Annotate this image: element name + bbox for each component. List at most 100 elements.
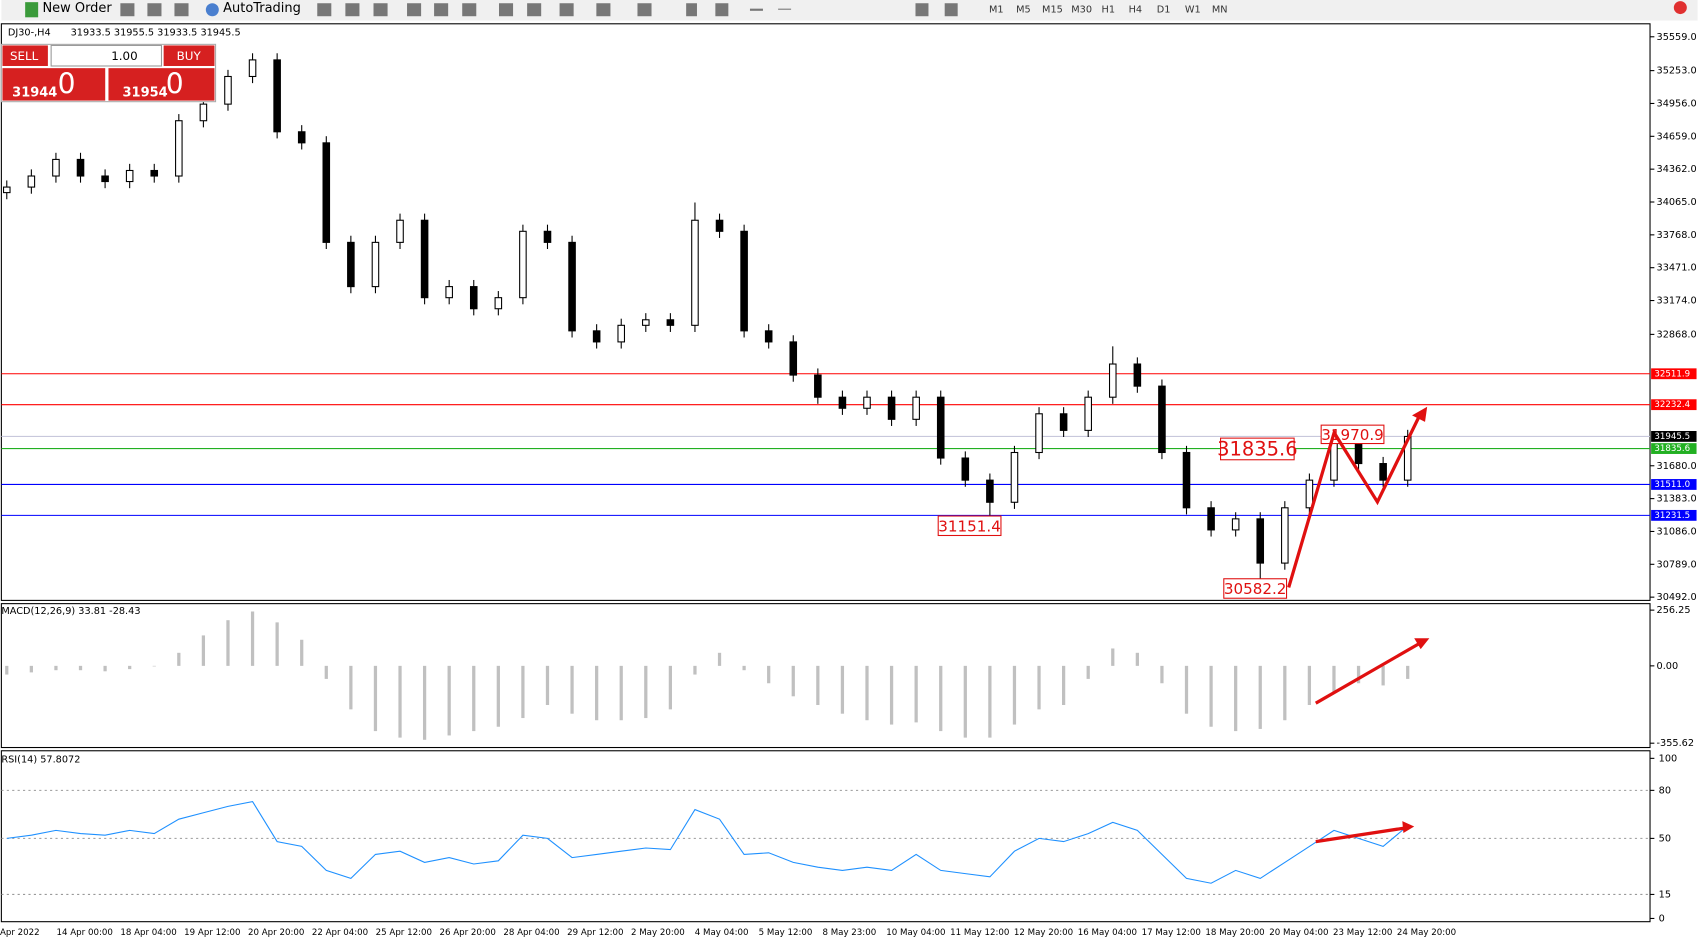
lot-input[interactable] [50, 44, 163, 67]
autotrading-icon[interactable] [205, 3, 219, 17]
macd-bar [644, 665, 648, 719]
price-level-label: 32511.9 [1654, 369, 1690, 379]
time-label: 4 May 04:00 [695, 928, 749, 938]
macd-bar [422, 665, 427, 740]
candle-bear [273, 59, 281, 133]
timeframe-button[interactable]: M1 [989, 5, 1004, 16]
candle-bear [1182, 451, 1191, 509]
macd-bar [865, 665, 869, 721]
candle-bear [322, 142, 331, 243]
timeframe-button[interactable]: H4 [1129, 5, 1143, 16]
macd-bar [1061, 665, 1066, 706]
timeframe-button[interactable]: W1 [1185, 5, 1201, 16]
ask-digit[interactable]: 0 [166, 67, 184, 100]
buy-button[interactable] [163, 45, 215, 66]
macd-bar [889, 665, 894, 725]
macd-bar [963, 665, 967, 738]
rsi-tick-label: 50 [1659, 833, 1671, 844]
macd-bar [250, 611, 255, 666]
sell-button[interactable] [2, 45, 48, 66]
macd-bar [29, 665, 33, 673]
price-level-label: 31835.6 [1654, 444, 1690, 454]
macd-bar [1406, 665, 1410, 679]
ask-price[interactable]: 31954 [123, 86, 168, 101]
arrow-heads [1402, 406, 1430, 833]
macd-bar [1356, 665, 1361, 684]
timeframe-button[interactable]: D1 [1157, 5, 1171, 16]
candle-bear [1158, 385, 1166, 454]
candle-bear [347, 241, 355, 288]
symbol-label: DJ30-,H4 [8, 27, 51, 38]
timeframe-button[interactable]: M5 [1016, 5, 1031, 16]
candle-bear [1207, 507, 1215, 531]
bid-price[interactable]: 31944 [12, 86, 57, 101]
timeframe-button[interactable]: M30 [1071, 5, 1092, 16]
notification-badge[interactable] [1673, 1, 1687, 15]
macd-tick-label: -355.62 [1657, 738, 1695, 749]
price-tick-label: 30789.0 [1657, 559, 1697, 570]
candle-bear [150, 169, 159, 177]
lot-value[interactable]: 1.00 [111, 49, 137, 63]
candle-bear [1059, 413, 1068, 431]
macd-label: MACD(12,26,9) 33.81 -28.43 [1, 606, 140, 617]
macd-bar [693, 665, 697, 675]
macd-bar [103, 665, 107, 672]
candle-bear [715, 219, 724, 232]
timeframe-button[interactable]: H1 [1102, 5, 1115, 16]
time-label: 26 Apr 20:00 [439, 928, 495, 938]
candle-bull [1108, 363, 1117, 398]
time-label: 24 May 20:00 [1397, 928, 1456, 938]
timeframe-button[interactable]: M15 [1042, 5, 1063, 16]
macd-bar [595, 665, 599, 721]
buy-price-box[interactable] [108, 68, 215, 101]
price-annotation: 31835.6 [1217, 438, 1298, 461]
time-label: 18 Apr 04:00 [120, 928, 176, 938]
price-tick-label: 35559.0 [1657, 32, 1697, 43]
sell-price-box[interactable] [2, 68, 106, 101]
new-order-icon[interactable] [25, 2, 39, 18]
candle-bear [666, 319, 675, 326]
macd-bar [447, 665, 451, 736]
time-label: 20 Apr 20:00 [248, 928, 304, 938]
time-label: 29 Apr 12:00 [567, 928, 623, 938]
price-level-tag [1651, 443, 1697, 454]
macd-panel [0, 603, 1651, 749]
bid-digit[interactable]: 0 [58, 67, 76, 100]
autotrading-button[interactable]: AutoTrading [223, 1, 301, 16]
candle-bear [1256, 518, 1265, 564]
price-annotation: 30582.2 [1224, 580, 1287, 598]
candle-bull [199, 103, 208, 122]
macd-bar [1258, 665, 1262, 729]
macd-bar [300, 639, 304, 666]
candle-bull [224, 75, 232, 105]
candle-bear [297, 131, 306, 144]
price-level-tag [1651, 479, 1697, 490]
toolbar-icons [120, 3, 958, 17]
price-tick-label: 33471.0 [1657, 263, 1697, 274]
buy-label[interactable]: BUY [177, 49, 202, 63]
timeframe-button[interactable]: MN [1212, 5, 1228, 16]
candle-bear [76, 158, 85, 177]
candle-bear [543, 230, 552, 243]
main-panel [0, 23, 1651, 601]
candle-bear [101, 175, 109, 183]
new-order-button[interactable]: New Order [42, 1, 112, 16]
time-label: 17 May 12:00 [1142, 928, 1201, 938]
candle-bear [936, 396, 945, 459]
macd-bar [1135, 652, 1139, 666]
macd-bar [840, 665, 845, 714]
macd-bar [791, 665, 795, 697]
price-tick-label: 33174.0 [1657, 296, 1697, 307]
candle-bull [445, 286, 453, 299]
price-tick-label: 31680.0 [1657, 461, 1697, 472]
candle-bull [1035, 413, 1043, 454]
price-tick-label: 31086.0 [1657, 526, 1697, 537]
price-level-label: 31945.5 [1654, 432, 1690, 442]
sell-label[interactable]: SELL [10, 49, 39, 63]
macd-bar [1234, 665, 1238, 732]
candle-bull [248, 59, 257, 78]
price-level-label: 32232.4 [1654, 400, 1690, 410]
time-label: 18 May 20:00 [1205, 928, 1264, 938]
candle-bear [1379, 463, 1387, 481]
